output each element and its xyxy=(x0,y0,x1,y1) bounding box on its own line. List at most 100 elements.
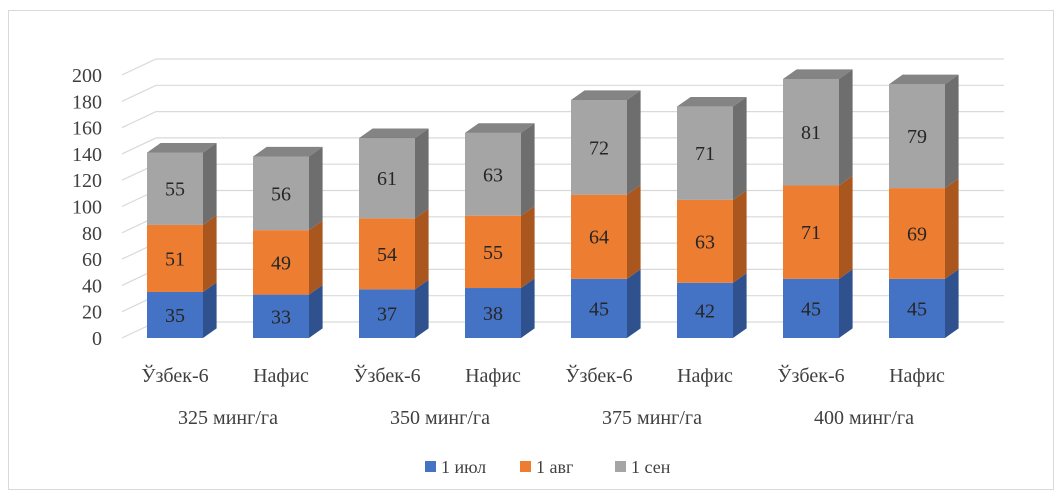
bar-side xyxy=(733,273,747,338)
bar-front xyxy=(677,199,733,283)
bar-segment: 79 xyxy=(889,74,959,189)
data-label: 72 xyxy=(589,137,609,159)
y-tick-label: 200 xyxy=(72,65,102,87)
bar-front xyxy=(465,132,521,216)
data-label: 71 xyxy=(801,222,821,244)
bar-side xyxy=(309,220,323,295)
bar-front xyxy=(359,138,415,219)
data-label: 81 xyxy=(801,122,821,144)
bar-top xyxy=(147,142,217,153)
bar-front xyxy=(465,215,521,289)
gridline xyxy=(121,137,1004,155)
bar-side xyxy=(415,208,429,290)
bar-segment: 49 xyxy=(253,220,323,295)
legend-swatch xyxy=(425,461,436,472)
x-category-label: Ўзбек-6 xyxy=(353,364,420,387)
bar-side xyxy=(627,90,641,195)
bar-segment: 54 xyxy=(359,208,429,290)
bar-front xyxy=(889,188,945,279)
data-label: 61 xyxy=(377,168,397,190)
x-category-label: Ўзбек-6 xyxy=(777,364,844,387)
legend-swatch xyxy=(520,461,531,472)
bar-side xyxy=(839,175,853,279)
bar-side xyxy=(945,178,959,279)
data-label: 33 xyxy=(271,306,291,328)
bar-front xyxy=(253,294,309,338)
data-label: 45 xyxy=(589,298,609,320)
bar-segment: 71 xyxy=(677,96,747,200)
bar-front xyxy=(253,156,309,231)
data-label: 51 xyxy=(165,248,185,270)
bar-segment: 38 xyxy=(465,278,535,338)
bar-segment: 45 xyxy=(571,269,641,338)
bar-side xyxy=(521,123,535,216)
data-label: 38 xyxy=(483,303,503,325)
bar-front xyxy=(783,278,839,338)
bar-side xyxy=(309,285,323,338)
bar-segment: 45 xyxy=(889,269,959,338)
data-label: 63 xyxy=(483,164,503,186)
bar-top xyxy=(571,90,641,100)
gridline xyxy=(121,110,1004,129)
bar-top xyxy=(359,128,429,139)
bar-side xyxy=(203,215,217,292)
data-label: 55 xyxy=(165,179,185,201)
data-label: 55 xyxy=(483,242,503,264)
data-label: 35 xyxy=(165,305,185,327)
bar-segment: 56 xyxy=(253,146,323,231)
gridline xyxy=(121,84,1004,102)
bar-front xyxy=(359,289,415,338)
bar-side xyxy=(521,206,535,289)
bar-front xyxy=(677,282,733,338)
data-label: 69 xyxy=(907,223,927,245)
x-category-label: Нафис xyxy=(889,365,945,387)
data-label: 71 xyxy=(695,143,715,165)
bar-front xyxy=(147,152,203,225)
bar-side xyxy=(945,269,959,338)
bar-segment: 69 xyxy=(889,178,959,279)
bar-front xyxy=(889,278,945,338)
bar-side xyxy=(839,69,853,186)
bar-side xyxy=(203,142,217,225)
bar-segment: 71 xyxy=(783,175,853,279)
y-tick-label: 40 xyxy=(82,275,102,297)
bar-segment: 81 xyxy=(783,69,853,186)
bar-front xyxy=(147,224,203,292)
data-label: 45 xyxy=(907,298,927,320)
y-tick-label: 100 xyxy=(72,197,102,219)
y-tick-label: 160 xyxy=(72,118,102,140)
bar-front xyxy=(677,106,733,200)
legend-label: 1 авг xyxy=(536,457,573,477)
bar-front xyxy=(359,218,415,290)
data-label: 56 xyxy=(271,183,291,205)
bar-side xyxy=(415,279,429,338)
bar-front xyxy=(571,278,627,338)
bar-segment: 63 xyxy=(677,190,747,283)
bar-segment: 61 xyxy=(359,128,429,219)
bar-segment: 33 xyxy=(253,285,323,338)
x-category-label: Нафис xyxy=(465,365,521,387)
bar-side xyxy=(945,74,959,189)
data-label: 42 xyxy=(695,300,715,322)
bar-front xyxy=(889,84,945,189)
y-tick-label: 140 xyxy=(72,144,102,166)
bar-segment: 72 xyxy=(571,90,641,195)
y-tick-label: 80 xyxy=(82,223,102,245)
bar-front xyxy=(783,185,839,279)
bar-top xyxy=(465,123,535,133)
bar-segment: 64 xyxy=(571,185,641,279)
y-tick-label: 20 xyxy=(82,302,102,324)
data-label: 37 xyxy=(377,304,397,326)
bar-front xyxy=(571,194,627,279)
x-axis: Ўзбек-6 Нафис Ўзбек-6 Нафис Ўзбек-6 Нафис Ўзбе… xyxy=(141,364,945,429)
bar-segment: 63 xyxy=(465,123,535,216)
legend-swatch xyxy=(615,461,626,472)
x-category-label: Ўзбек-6 xyxy=(141,364,208,387)
bar-segment: 35 xyxy=(147,282,217,338)
bar-side xyxy=(627,269,641,338)
data-label: 79 xyxy=(907,126,927,148)
bar-side xyxy=(733,190,747,283)
bar-side xyxy=(203,282,217,338)
bar-side xyxy=(839,269,853,338)
bar-segment: 55 xyxy=(465,206,535,289)
